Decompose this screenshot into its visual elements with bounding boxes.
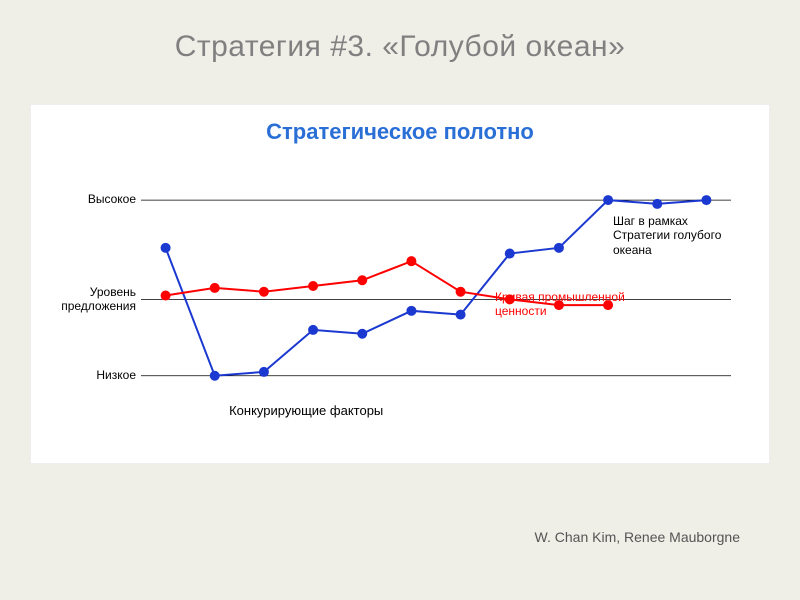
series-label-red: Кривая промышленнойценности bbox=[495, 290, 625, 319]
line-chart-svg bbox=[41, 151, 751, 431]
y-label-high: Высокое bbox=[41, 192, 136, 206]
y-label-low: Низкое bbox=[41, 368, 136, 382]
plot-area: Высокое Уровеньпредложения Низкое Конкур… bbox=[41, 151, 759, 441]
slide: Стратегия #3. «Голубой океан» Стратегиче… bbox=[0, 0, 800, 600]
series-label-blue: Шаг в рамкахСтратегии голубогоокеана bbox=[613, 214, 721, 257]
x-axis-label: Конкурирующие факторы bbox=[229, 403, 383, 418]
y-label-mid: Уровеньпредложения bbox=[41, 285, 136, 313]
chart-container: Стратегическое полотно Высокое Уровеньпр… bbox=[30, 104, 770, 464]
attribution: W. Chan Kim, Renee Mauborgne bbox=[535, 529, 740, 545]
slide-title: Стратегия #3. «Голубой океан» bbox=[0, 0, 800, 74]
chart-title: Стратегическое полотно bbox=[41, 119, 759, 145]
